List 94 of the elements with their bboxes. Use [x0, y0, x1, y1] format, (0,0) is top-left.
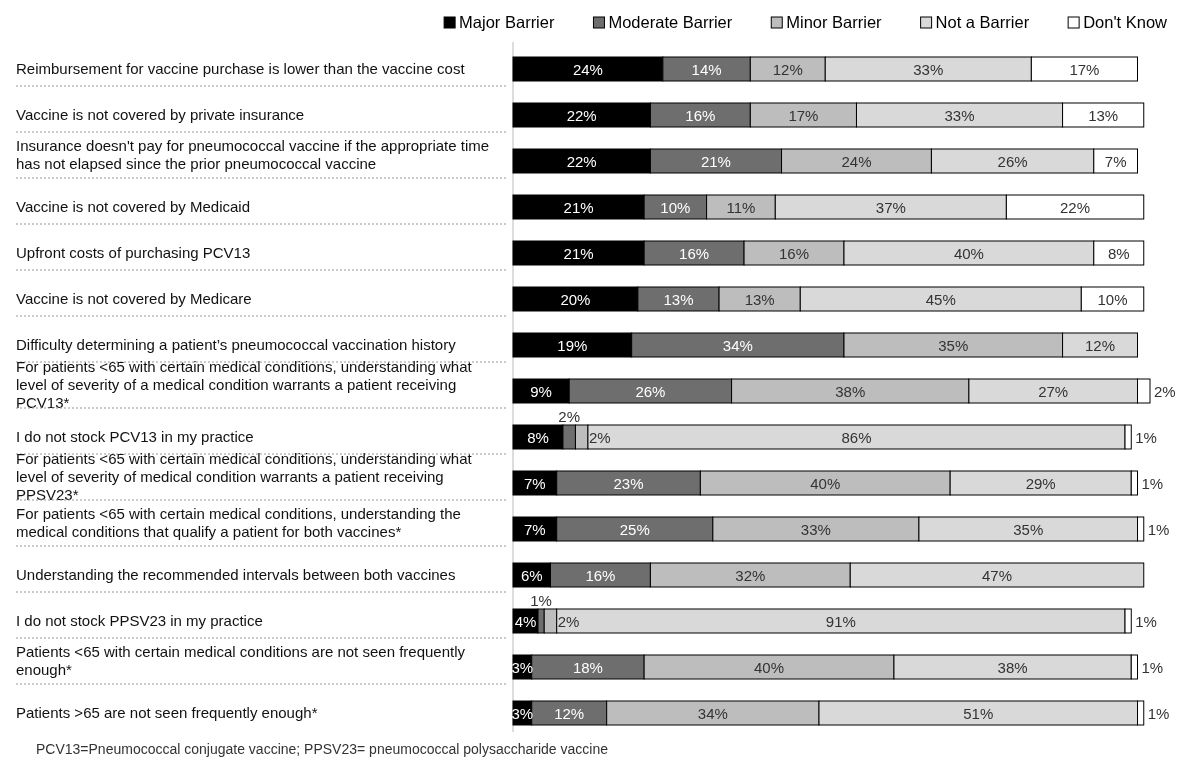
- y-tick-label: For patients <65 with certain medical conditions, understanding the medical conditions that qualify a patient for both vaccines*: [16, 505, 461, 540]
- data-label: 51%: [963, 704, 994, 722]
- data-label: 33%: [800, 520, 831, 538]
- data-label: 37%: [875, 198, 906, 216]
- data-label: 45%: [925, 290, 956, 308]
- data-label: 34%: [722, 336, 753, 354]
- data-label: 1%: [1135, 428, 1157, 446]
- y-tick-label: Reimbursement for vaccine purchase is lower than the vaccine cost: [16, 60, 466, 77]
- data-label: 1%: [1141, 658, 1164, 676]
- data-label: 20%: [560, 290, 591, 308]
- data-label: 17%: [788, 106, 819, 124]
- data-label: 21%: [563, 244, 594, 262]
- legend-label: Minor Barrier: [786, 13, 883, 31]
- data-label: 16%: [585, 566, 616, 584]
- data-label: 22%: [1060, 198, 1091, 216]
- data-label: 11%: [726, 198, 756, 216]
- data-label: 18%: [572, 658, 603, 676]
- data-label: 38%: [997, 658, 1028, 676]
- data-label: 21%: [563, 198, 594, 216]
- data-label: 17%: [1069, 60, 1100, 78]
- data-label: 22%: [566, 106, 597, 124]
- data-label: 21%: [700, 152, 731, 170]
- data-label: 26%: [997, 152, 1028, 170]
- data-label: 25%: [619, 520, 650, 538]
- data-label: 35%: [1013, 520, 1044, 538]
- y-tick-label: Vaccine is not covered by Medicare: [16, 290, 252, 307]
- data-label: 19%: [557, 336, 588, 354]
- y-tick-label: Insurance doesn't pay for pneumococcal vaccine if the appropriate time has not elapsed since the prior pneumococcal vaccine: [16, 137, 490, 172]
- data-label: 32%: [735, 566, 766, 584]
- data-label: 22%: [566, 152, 597, 170]
- y-tick-label: I do not stock PCV13 in my practice: [16, 428, 254, 445]
- data-label: 40%: [953, 244, 984, 262]
- legend-label: Major Barrier: [459, 13, 555, 31]
- data-label: 91%: [825, 612, 856, 630]
- data-label: 34%: [697, 704, 728, 722]
- data-label: 1%: [1141, 474, 1164, 492]
- data-label: 2%: [1154, 382, 1176, 400]
- data-label: 6%: [520, 566, 543, 584]
- y-tick-label: For patients <65 with certain medical conditions, understanding what level of severity of a medical condition warrants a patient receiving PCV13*: [16, 358, 473, 411]
- legend-label: Don't Know: [1083, 13, 1168, 31]
- data-label: 1%: [1135, 612, 1157, 630]
- legend-label: Moderate Barrier: [608, 13, 733, 31]
- data-label: 10%: [660, 198, 691, 216]
- data-label: 40%: [810, 474, 841, 492]
- data-label: 12%: [554, 704, 585, 722]
- data-label: 9%: [530, 382, 552, 400]
- data-label: 3%: [511, 704, 534, 722]
- data-label: 27%: [1038, 382, 1069, 400]
- data-label: 14%: [691, 60, 722, 78]
- data-label: 13%: [663, 290, 694, 308]
- data-label: 8%: [1107, 244, 1130, 262]
- y-tick-label: For patients <65 with certain medical conditions, understanding what level of severity of medical condition warrants a patient receiving PPSV23*: [16, 450, 473, 503]
- data-label: 16%: [679, 244, 710, 262]
- data-label: 2%: [557, 612, 580, 630]
- data-label: 1%: [1147, 520, 1170, 538]
- data-label: 2%: [558, 408, 581, 425]
- data-label: 7%: [524, 520, 546, 538]
- y-tick-label: Upfront costs of purchasing PCV13: [16, 244, 251, 261]
- data-label: 16%: [685, 106, 716, 124]
- data-label: 86%: [841, 428, 872, 446]
- data-label: 16%: [779, 244, 810, 262]
- data-label: 8%: [527, 428, 549, 446]
- text: PCV13=Pneumococcal conjugate vaccine; PPSV23= pneumococcal polysaccharide vaccine: [36, 741, 609, 757]
- data-label: 3%: [511, 658, 534, 676]
- y-tick-label: Understanding the recommended intervals between both vaccines: [16, 566, 456, 583]
- data-label: 40%: [754, 658, 785, 676]
- data-label: 1%: [530, 592, 552, 609]
- y-tick-label: Vaccine is not covered by private insurance: [16, 106, 305, 123]
- data-label: 12%: [1085, 336, 1116, 354]
- data-label: 24%: [572, 60, 603, 78]
- data-label: 10%: [1097, 290, 1128, 308]
- data-label: 29%: [1025, 474, 1056, 492]
- y-tick-label: Difficulty determining a patient’s pneumococcal vaccination history: [16, 336, 457, 353]
- data-label: 24%: [841, 152, 872, 170]
- y-tick-label: I do not stock PPSV23 in my practice: [16, 612, 263, 629]
- data-label: 7%: [524, 474, 546, 492]
- data-label: 35%: [938, 336, 969, 354]
- y-tick-label: Patients <65 with certain medical conditions are not seen frequently enough*: [16, 643, 466, 678]
- data-label: 33%: [913, 60, 944, 78]
- data-label: 4%: [514, 612, 537, 630]
- data-label: 13%: [744, 290, 775, 308]
- data-label: 12%: [772, 60, 803, 78]
- data-label: 26%: [635, 382, 666, 400]
- data-label: 23%: [613, 474, 644, 492]
- data-label: 33%: [944, 106, 975, 124]
- data-label: 13%: [1088, 106, 1119, 124]
- data-label: 38%: [835, 382, 866, 400]
- data-label: 1%: [1147, 704, 1170, 722]
- data-label: 7%: [1104, 152, 1127, 170]
- y-tick-label: Vaccine is not covered by Medicaid: [16, 198, 251, 215]
- data-label: 2%: [588, 428, 611, 446]
- data-label: 47%: [981, 566, 1013, 584]
- y-tick-label: Patients >65 are not seen frequently enough*: [16, 704, 318, 721]
- legend-label: Not a Barrier: [935, 13, 1030, 31]
